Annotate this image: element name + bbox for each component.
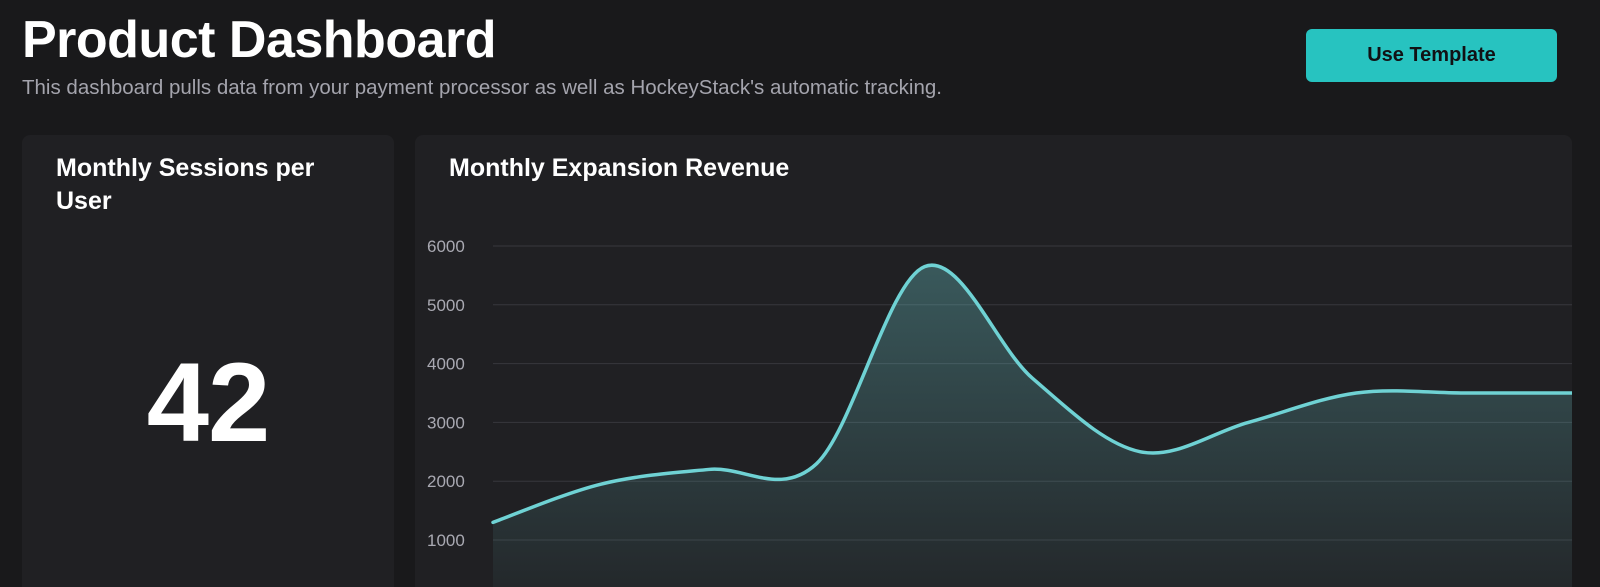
monthly-expansion-revenue-chart: 1000 2000 3000 4000 5000 6000 [427, 237, 1572, 587]
y-tick-label-2000: 2000 [427, 472, 465, 491]
y-tick-label-5000: 5000 [427, 296, 465, 315]
page-subtitle: This dashboard pulls data from your paym… [22, 76, 942, 99]
monthly-expansion-revenue-card: Monthly Expansion Revenue 1000 2000 3000 40… [415, 135, 1572, 587]
chart-y-axis-labels: 1000 2000 3000 4000 5000 6000 [427, 237, 465, 550]
monthly-sessions-value: 42 [146, 340, 271, 465]
monthly-sessions-title: Monthly Sessions per User [56, 154, 315, 215]
y-tick-label-1000: 1000 [427, 531, 465, 550]
revenue-line [491, 263, 1572, 525]
y-tick-label-3000: 3000 [427, 413, 465, 432]
monthly-expansion-revenue-title: Monthly Expansion Revenue [449, 154, 790, 182]
page-title: Product Dashboard [22, 11, 497, 69]
y-tick-label-6000: 6000 [427, 237, 465, 256]
use-template-button[interactable]: Use Template [1306, 29, 1557, 82]
revenue-area [493, 265, 1572, 587]
monthly-sessions-card: Monthly Sessions per User 42 [22, 135, 394, 587]
y-tick-label-4000: 4000 [427, 355, 465, 374]
